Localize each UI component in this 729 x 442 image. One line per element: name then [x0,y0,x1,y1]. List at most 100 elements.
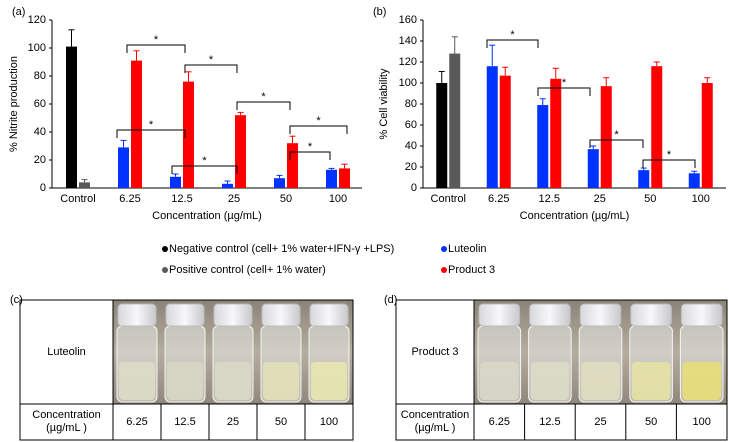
bar [449,53,461,188]
row-header: (µg/mL ) [415,422,456,434]
bar [537,105,549,188]
significance-bracket [171,165,238,174]
bar [170,176,181,188]
bar [118,147,129,188]
significance-bracket [486,39,539,48]
y-tick-label: 100 [28,42,46,54]
panel-label: (a) [12,6,25,18]
significance-label: * [562,77,567,89]
y-tick-label: 20 [405,161,417,173]
x-axis-label: Concentration (µg/mL) [152,210,262,222]
bar [486,66,498,188]
vial-liquid [311,362,347,400]
vial-liquid [119,362,155,400]
y-axis-label: % Nitrite production [8,56,20,152]
vial-cap [165,303,205,327]
vial-liquid [530,362,570,400]
x-tick-label: 25 [594,193,606,205]
legend-label: Negative control (cell+ 1% water+IFN-γ +… [169,243,394,255]
bar [587,149,599,188]
vial-liquid [581,362,620,400]
concentration-cell: 25 [227,416,239,428]
y-tick-label: 40 [405,140,417,152]
bar [600,86,612,188]
bar [79,182,90,188]
table-border [395,299,728,441]
significance-bracket [289,151,331,160]
x-tick-label: 50 [644,193,656,205]
vial-cap [630,303,672,327]
significance-bracket [116,129,186,138]
vial-cap [529,303,571,327]
concentration-cell: 100 [693,416,711,428]
bar [436,83,448,188]
significance-label: * [316,115,321,127]
significance-label: * [614,129,619,141]
concentration-cell: 50 [275,416,287,428]
y-tick-label: 0 [411,182,417,194]
x-tick-label: 12.5 [539,193,560,205]
significance-bracket [642,159,696,168]
bar [287,143,298,188]
panel-label: (b) [373,6,386,18]
vial-cap [117,303,157,327]
concentration-cell: 6.25 [126,416,147,428]
y-tick-label: 140 [399,35,417,47]
row-header: (µg/mL ) [46,422,87,434]
x-tick-label: 6.25 [119,193,140,205]
legend-label: Positive control (cell+ 1% water) [169,264,326,276]
y-tick-label: 60 [405,119,417,131]
significance-label: * [667,149,672,161]
bar [339,168,350,188]
concentration-cell: 12.5 [539,416,560,428]
row-header: Concentration [32,409,101,421]
x-tick-label: 12.5 [171,193,192,205]
bar [701,83,713,188]
row-header: Concentration [401,409,470,421]
x-tick-label: 50 [280,193,292,205]
significance-bracket [589,139,644,148]
vial-cap [478,303,521,327]
vial-liquid [215,362,251,400]
y-tick-label: 80 [405,98,417,110]
y-tick-label: 40 [34,126,46,138]
vial-cap [680,303,723,327]
concentration-cell: 6.25 [489,416,510,428]
y-tick-label: 120 [28,14,46,26]
significance-bracket [126,44,186,53]
x-tick-label: Control [431,193,466,205]
bar [222,183,233,188]
significance-bracket [236,101,291,110]
vial-cap [261,303,301,327]
x-tick-label: 6.25 [488,193,509,205]
y-tick-label: 0 [40,182,46,194]
x-tick-label: 100 [329,193,347,205]
bar [638,170,650,188]
vial-liquid [682,362,721,400]
significance-label: * [202,155,207,167]
significance-label: * [154,34,159,46]
bar [274,178,285,188]
vial-cap [579,303,622,327]
vial-cap [213,303,253,327]
x-tick-label: 25 [228,193,240,205]
legend-marker [162,267,168,273]
bar [183,81,194,188]
bar [651,66,663,188]
legend-marker [441,246,447,252]
legend-marker [441,267,447,273]
legend-label: Product 3 [448,264,495,276]
y-tick-label: 120 [399,56,417,68]
vial-liquid [631,362,671,400]
bar [131,60,142,188]
vial-cap [309,303,349,327]
table-border [19,299,354,441]
concentration-cell: 50 [645,416,657,428]
vial-liquid [480,362,519,400]
bar [499,75,511,188]
concentration-cell: 25 [594,416,606,428]
y-tick-label: 20 [34,154,46,166]
concentration-cell: 100 [320,416,338,428]
concentration-cell: 12.5 [174,416,195,428]
